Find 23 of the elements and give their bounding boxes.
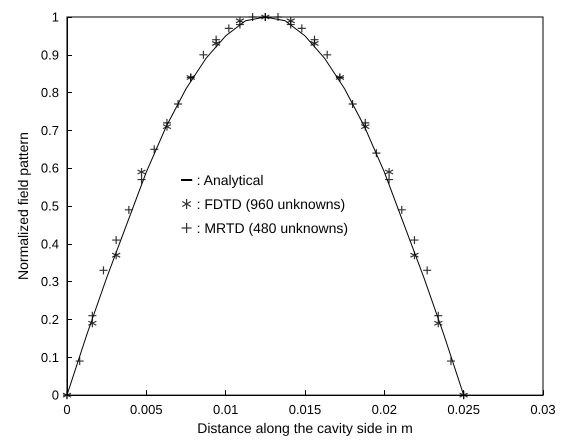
x-tick-label: 0.03 [530, 402, 556, 418]
y-tick-label: 0.2 [40, 312, 59, 327]
x-tick-label: 0.02 [372, 402, 397, 418]
x-tick-label: 0.005 [130, 402, 163, 418]
y-tick-label: 1 [52, 10, 59, 24]
x-tick-label: 0 [63, 402, 71, 418]
y-tick-label: 0.3 [40, 274, 59, 290]
y-tick-label: 0.1 [40, 350, 59, 365]
x-axis-title: Distance along the cavity side in m [197, 420, 413, 436]
y-tick-label: 0.4 [40, 236, 59, 252]
y-tick-label: 0 [52, 388, 59, 403]
x-tick-label: 0.015 [288, 402, 322, 418]
x-tick-label: 0.01 [212, 402, 238, 418]
y-tick-label: 0.8 [40, 85, 59, 100]
legend-label: : Analytical [196, 172, 264, 188]
y-tick-label: 0.7 [40, 122, 59, 138]
legend-label: : MRTD (480 unknowns) [196, 220, 348, 236]
y-tick-label: 0.5 [40, 198, 59, 214]
x-tick-label: 0.025 [447, 402, 480, 418]
y-axis-title: Normalized field pattern [15, 132, 31, 280]
y-tick-label: 0.9 [40, 47, 59, 62]
y-tick-label: 0.6 [40, 160, 59, 176]
legend-label: : FDTD (960 unknowns) [196, 196, 346, 212]
